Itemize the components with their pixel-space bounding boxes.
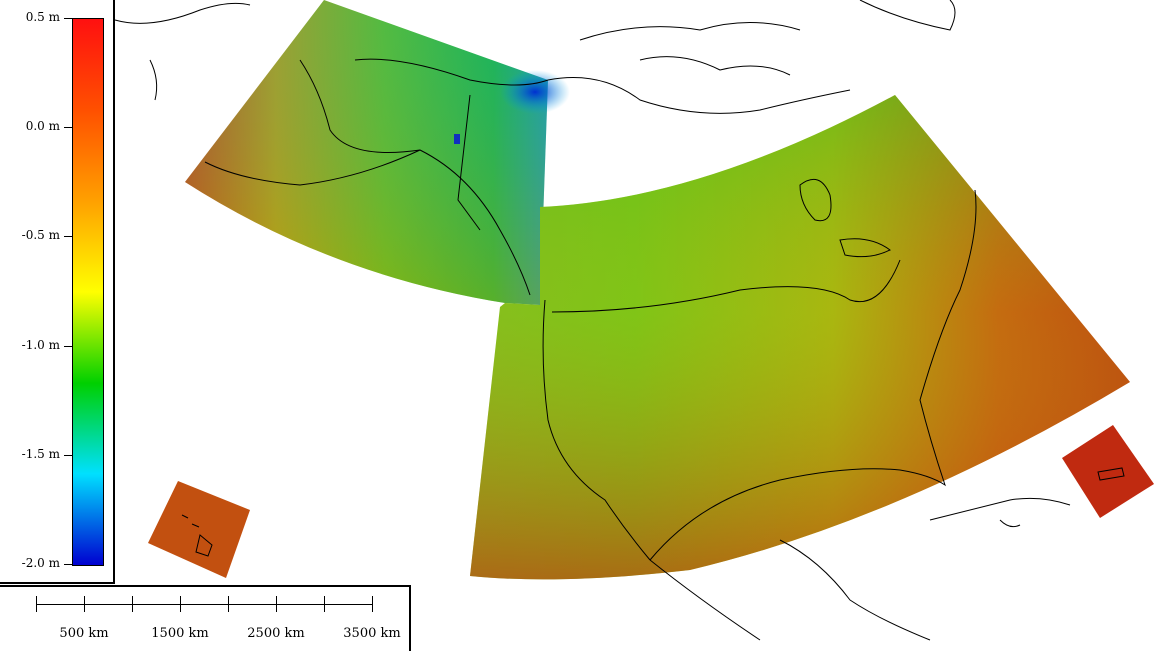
- scale-bar-line: [36, 604, 372, 605]
- conus-panel: [470, 95, 1130, 579]
- legend-tick: [64, 18, 72, 19]
- scale-bar-label: 500 km: [59, 626, 108, 641]
- legend: 0.5 m 0.0 m -0.5 m -1.0 m -1.5 m -2.0 m: [0, 0, 115, 584]
- scale-bar-label: 1500 km: [151, 626, 208, 641]
- legend-tick-label: 0.0 m: [2, 119, 60, 133]
- scale-bar-label: 2500 km: [247, 626, 304, 641]
- legend-colorbar: [72, 18, 104, 566]
- legend-tick-label: -1.0 m: [2, 338, 60, 352]
- legend-tick: [64, 127, 72, 128]
- legend-tick-label: -2.0 m: [2, 556, 60, 570]
- scale-bar-label: 3500 km: [343, 626, 400, 641]
- hawaii-panel: [148, 481, 250, 578]
- legend-tick: [64, 236, 72, 237]
- legend-tick-label: -0.5 m: [2, 228, 60, 242]
- legend-tick: [64, 455, 72, 456]
- scale-bar-tick: [276, 596, 277, 612]
- scale-bar-tick: [36, 596, 37, 612]
- legend-tick-label: 0.5 m: [2, 10, 60, 24]
- scale-bar-tick: [324, 596, 325, 612]
- legend-tick-label: -1.5 m: [2, 447, 60, 461]
- scale-bar-tick: [180, 596, 181, 612]
- legend-tick: [64, 564, 72, 565]
- scale-bar-tick: [372, 596, 373, 612]
- scale-bar: 500 km 1500 km 2500 km 3500 km: [0, 585, 411, 651]
- scale-bar-tick: [84, 596, 85, 612]
- legend-tick: [64, 346, 72, 347]
- scale-bar-tick: [132, 596, 133, 612]
- scale-bar-tick: [228, 596, 229, 612]
- puerto-rico-panel: [1062, 425, 1154, 518]
